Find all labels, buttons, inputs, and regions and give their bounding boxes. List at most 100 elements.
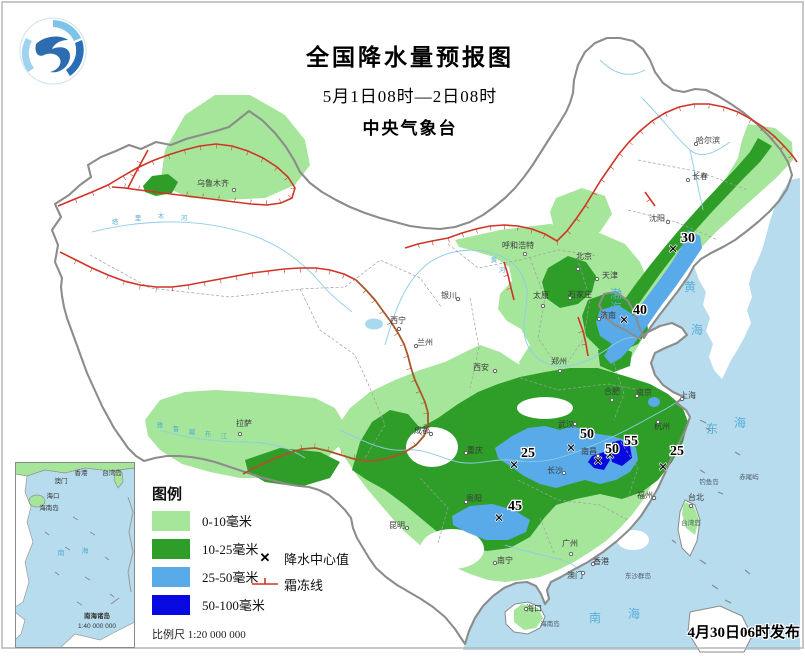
city-label: 杭州 bbox=[654, 421, 670, 431]
inset-philippines bbox=[127, 496, 134, 593]
city-dot bbox=[679, 396, 685, 402]
sea-label: 东 bbox=[706, 422, 718, 436]
city-dot bbox=[428, 431, 434, 437]
frost-line-icon bbox=[250, 576, 280, 592]
river-label: 河 bbox=[181, 214, 188, 222]
city-label: 台北 bbox=[688, 492, 704, 502]
river-labels: 塔里木河雅鲁藏布江长 江黄河 bbox=[112, 211, 530, 468]
city-label: 上海 bbox=[680, 390, 696, 400]
legend-row-10-25: 10-25毫米 bbox=[152, 538, 392, 559]
luzon-corner bbox=[687, 605, 753, 653]
sea-label: 海 bbox=[691, 322, 703, 337]
city-label: 重庆 bbox=[467, 445, 483, 455]
river-label: 长 bbox=[509, 456, 516, 465]
inset-borneo bbox=[59, 621, 135, 648]
sea-label: 海 bbox=[628, 606, 640, 621]
sea-label: 海 bbox=[610, 300, 622, 315]
precip-center-cross: ✕ bbox=[658, 460, 668, 474]
frost-lines bbox=[57, 103, 798, 475]
legend-frost-row: 霜冻线 bbox=[250, 573, 349, 595]
city-label: 西宁 bbox=[390, 315, 406, 325]
sea-label: 黄 bbox=[684, 280, 696, 294]
inset-sea-label: 南 bbox=[58, 548, 65, 557]
city-dot bbox=[523, 606, 529, 612]
map-subtitle: 5月1日08时—2日08时 bbox=[322, 87, 498, 106]
river-label: 江 bbox=[221, 432, 228, 440]
legend-symbols: ✕ 降水中心值 霜冻线 bbox=[250, 547, 349, 599]
city-label: 合肥 bbox=[604, 386, 620, 396]
inset-sea-labels: 南海 bbox=[58, 546, 89, 557]
qinghai-lake bbox=[365, 318, 383, 330]
city-label: 成都 bbox=[414, 425, 430, 435]
map-agency: 中央气象台 bbox=[362, 119, 458, 138]
city-dot bbox=[590, 561, 596, 567]
legend-swatch-0-10 bbox=[152, 510, 190, 531]
river-label: 雅 bbox=[157, 421, 164, 429]
legend-row-25-50: 25-50毫米 bbox=[152, 566, 392, 587]
city-label: 长沙 bbox=[547, 465, 563, 475]
legend-label-25-50: 25-50毫米 bbox=[202, 570, 259, 585]
island-label: 海南岛 bbox=[540, 619, 560, 628]
logo-ring-dark bbox=[66, 40, 84, 76]
precip-center-crosses: ✕✕✕✕✕ ✕✕✕ bbox=[493, 241, 678, 525]
city-dot bbox=[568, 551, 574, 557]
city-label: 长春 bbox=[692, 171, 708, 181]
legend-label-10-25: 10-25毫米 bbox=[202, 542, 259, 557]
city-label: 南京 bbox=[636, 387, 652, 397]
sea-label: 南 bbox=[589, 610, 601, 625]
legend-swatch-10-25 bbox=[152, 538, 190, 559]
precip-center-cross: ✕ bbox=[619, 313, 629, 327]
precip-center-value: 30 bbox=[681, 231, 695, 246]
city-label: 太原 bbox=[533, 290, 549, 300]
cross-icon: ✕ bbox=[259, 550, 271, 565]
release-time: 4月30日06时发布 bbox=[687, 625, 800, 641]
city-dot bbox=[404, 525, 410, 531]
sea-label: 渤 bbox=[610, 287, 622, 301]
city-label: 哈尔滨 bbox=[696, 135, 720, 145]
city-label: 石家庄 bbox=[568, 289, 592, 299]
legend-swatch-50-100 bbox=[152, 594, 190, 615]
city-dot bbox=[231, 187, 237, 193]
precip-center-value: 50 bbox=[605, 442, 619, 457]
inset-label: 海口 bbox=[47, 491, 60, 500]
island-label: 赤尾屿 bbox=[739, 472, 759, 481]
river-label: 河 bbox=[499, 266, 506, 274]
precip-center-value: 45 bbox=[508, 499, 522, 514]
precip-center-cross: ✕ bbox=[509, 458, 519, 472]
river-label: 木 bbox=[158, 211, 165, 220]
city-dot bbox=[651, 495, 657, 501]
city-label: 澳门 bbox=[567, 570, 583, 580]
inset-label: 南海诸岛 bbox=[84, 611, 111, 620]
legend: 图例 0-10毫米 10-25毫米 25-50毫米 50-100毫米 bbox=[152, 483, 392, 622]
city-dot bbox=[492, 368, 498, 374]
city-label: 广州 bbox=[562, 538, 578, 548]
city-label: 沈阳 bbox=[649, 213, 665, 223]
city-dot bbox=[557, 368, 563, 374]
city-label: 天津 bbox=[602, 270, 618, 280]
city-label: 济南 bbox=[600, 310, 616, 320]
river-label: 黄 bbox=[491, 255, 498, 264]
precip-center-cross: ✕ bbox=[668, 242, 678, 256]
city-label: 乌鲁木齐 bbox=[197, 178, 229, 188]
city-dot bbox=[609, 397, 615, 403]
small-islands bbox=[671, 419, 751, 604]
legend-label-50-100: 50-100毫米 bbox=[202, 598, 265, 613]
precip-center-cross: ✕ bbox=[605, 448, 615, 462]
precip-center-value: 25 bbox=[670, 444, 684, 459]
city-dot bbox=[580, 570, 586, 576]
city-dot bbox=[413, 343, 419, 349]
inset-hainan bbox=[28, 494, 46, 508]
precip-center-cross: ✕ bbox=[593, 454, 603, 468]
city-label: 呼和浩特 bbox=[502, 240, 534, 250]
city-label: 银川 bbox=[441, 290, 457, 300]
city-dot bbox=[655, 419, 661, 425]
map-title: 全国降水量预报图 bbox=[306, 45, 514, 70]
precip-center-values: 30 40 25 50 50 55 25 45 bbox=[507, 230, 697, 516]
city-dot bbox=[575, 266, 581, 272]
inset-frame bbox=[15, 462, 135, 648]
legend-center-label: 降水中心值 bbox=[284, 551, 350, 567]
scale-bar-text: 比例尺 1:20 000 000 bbox=[152, 629, 246, 641]
